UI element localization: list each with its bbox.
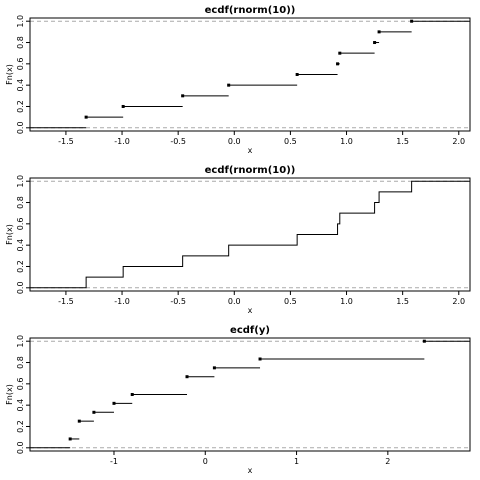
chart-panel-3: ecdf(y) -1 0 1 2 0.0 0.2 0.4 0.6 0.8 1.0 x Fn(x) <box>5 325 471 475</box>
x-axis-label: x <box>248 466 253 475</box>
ecdf-point <box>338 51 342 55</box>
chart-title: ecdf(y) <box>230 325 270 336</box>
ecdf-point <box>92 410 96 414</box>
x-tick-label: -1 <box>110 457 118 466</box>
ecdf-point <box>185 375 189 379</box>
y-tick-label: 0.8 <box>16 356 25 369</box>
x-tick-label: 1.0 <box>340 297 353 306</box>
plot-frame <box>29 177 471 292</box>
ecdf-point <box>410 19 414 23</box>
ecdf-point <box>130 393 134 396</box>
x-tick-label: 0.0 <box>228 137 241 146</box>
y-axis-label: Fn(x) <box>5 64 14 85</box>
y-tick-label: 1.0 <box>16 175 25 188</box>
x-tick-label: -1.5 <box>58 137 74 146</box>
y-tick-label: 0.6 <box>16 217 25 230</box>
chart-title: ecdf(rnorm(10)) <box>205 165 296 176</box>
ecdf-point <box>77 419 81 423</box>
ecdf-point <box>181 94 185 98</box>
ecdf-point <box>373 41 377 45</box>
ecdf-point <box>84 115 88 119</box>
y-axis-label: Fn(x) <box>5 224 14 245</box>
x-tick-label: -1.0 <box>114 137 130 146</box>
x-axis-label: x <box>248 146 253 155</box>
y-tick-label: 0.2 <box>16 260 25 273</box>
ecdf-point <box>377 30 381 34</box>
ecdf-point <box>112 401 116 405</box>
x-tick-label: 1.0 <box>340 137 353 146</box>
chart-panel-2: ecdf(rnorm(10)) -1.5 -1.0 -0.5 0.0 0.5 1.0 1.5 2… <box>5 165 471 315</box>
y-tick-label: 0.2 <box>16 420 25 433</box>
chart-panel-1: ecdf(rnorm(10)) -1.5 -1.0 -0.5 0.0 0.5 1.0 1.5 2… <box>5 5 471 155</box>
y-tick-label: 0.0 <box>16 281 25 294</box>
y-tick-label: 0.0 <box>16 121 25 134</box>
x-tick-label: -0.5 <box>170 297 186 306</box>
x-tick-label: -1.0 <box>114 297 130 306</box>
y-tick-label: 0.8 <box>16 196 25 209</box>
ecdf-point <box>295 73 299 76</box>
y-tick-label: 0.4 <box>16 239 25 252</box>
plot-frame <box>29 17 471 132</box>
ecdf-point <box>336 62 340 66</box>
y-tick-label: 1.0 <box>16 335 25 348</box>
x-tick-label: 1.5 <box>396 297 409 306</box>
x-tick-label: 0.5 <box>284 137 297 146</box>
ecdf-point <box>258 357 262 361</box>
x-tick-label: 2 <box>385 457 390 466</box>
ecdf-point <box>68 437 72 441</box>
plot-frame <box>29 337 471 452</box>
x-tick-label: -1.5 <box>58 297 74 306</box>
x-tick-label: 2.0 <box>452 297 465 306</box>
ecdf-point <box>227 83 231 87</box>
x-tick-label: 2.0 <box>452 137 465 146</box>
ecdf-point <box>212 366 216 370</box>
ecdf-point <box>422 339 426 343</box>
y-tick-label: 0.6 <box>16 377 25 390</box>
y-axis-label: Fn(x) <box>5 384 14 405</box>
x-tick-label: 1.5 <box>396 137 409 146</box>
y-tick-label: 0.6 <box>16 57 25 70</box>
y-tick-label: 0.2 <box>16 100 25 113</box>
x-tick-label: -0.5 <box>170 137 186 146</box>
x-tick-label: 1 <box>294 457 299 466</box>
x-tick-label: 0.0 <box>228 297 241 306</box>
y-tick-label: 0.4 <box>16 399 25 412</box>
x-axis-label: x <box>248 306 253 315</box>
x-tick-label: 0.5 <box>284 297 297 306</box>
ecdf-step-line <box>30 180 470 289</box>
y-tick-label: 1.0 <box>16 15 25 28</box>
x-tick-label: 0 <box>203 457 208 466</box>
y-tick-label: 0.0 <box>16 441 25 454</box>
y-tick-label: 0.8 <box>16 36 25 49</box>
chart-title: ecdf(rnorm(10)) <box>205 5 296 16</box>
ecdf-point <box>121 104 125 108</box>
y-tick-label: 0.4 <box>16 79 25 92</box>
